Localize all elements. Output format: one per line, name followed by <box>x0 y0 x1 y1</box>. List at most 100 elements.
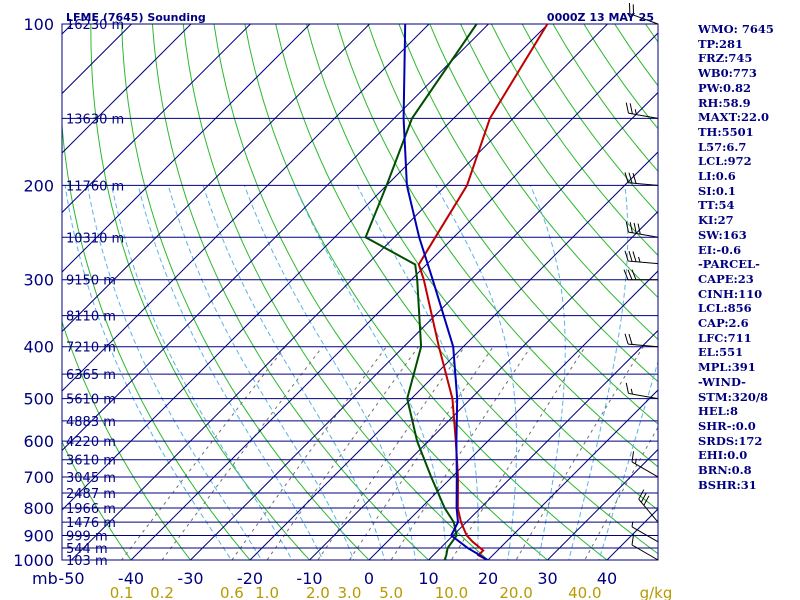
pressure-tick-label: 600 <box>23 432 54 451</box>
mixing-ratio-line <box>231 346 387 560</box>
index-line: SI:0.1 <box>698 183 736 198</box>
isotherm <box>427 329 658 560</box>
mixing-ratio-line <box>266 346 419 560</box>
isotherm <box>62 24 430 392</box>
temperature-tick-label: -30 <box>177 569 203 588</box>
index-line: STM:320/8 <box>698 389 769 404</box>
index-line: -PARCEL- <box>698 257 760 272</box>
temperature-tick-label: 0 <box>364 569 374 588</box>
index-line: TP:281 <box>698 36 744 51</box>
mixing-ratio-tick-label: 2.0 <box>306 584 330 600</box>
mixing-ratio-tick-label: 3.0 <box>338 584 362 600</box>
index-line: LI:0.6 <box>698 169 736 184</box>
height-label: 13630 m <box>66 112 124 127</box>
moist-adiabat <box>568 185 629 560</box>
index-line: -WIND- <box>698 374 746 389</box>
index-line: RH:58.9 <box>698 95 751 110</box>
index-line: LFC:711 <box>698 330 752 345</box>
wind-barb <box>624 172 659 186</box>
height-label: 7210 m <box>66 341 116 356</box>
index-line: CINH:110 <box>698 286 763 301</box>
isotherm <box>308 210 658 560</box>
wind-barb <box>625 382 659 400</box>
index-line: HEL:8 <box>698 404 738 419</box>
index-line: WMO: 7645 <box>698 22 774 36</box>
dry-adiabat <box>367 24 658 425</box>
dry-adiabat <box>398 24 658 383</box>
wind-barb <box>623 269 658 281</box>
index-line: PW:0.82 <box>698 80 752 95</box>
moist-adiabat <box>167 185 355 560</box>
mixing-ratio-tick-label: 0.1 <box>110 584 134 600</box>
temperature-tick-label: -10 <box>296 569 322 588</box>
chart-title: LFME (7645) Sounding <box>66 11 206 24</box>
index-line: EL:551 <box>698 345 744 360</box>
height-label: 1966 m <box>66 502 116 517</box>
pressure-tick-label: 200 <box>23 176 54 195</box>
wind-barb <box>624 333 659 348</box>
isotherm <box>62 24 370 333</box>
mixing-ratio-line <box>348 346 494 560</box>
index-line: TH:5501 <box>698 124 754 139</box>
moist-adiabat <box>243 185 417 560</box>
temperature-tick-label: 20 <box>478 569 498 588</box>
height-label: 10310 m <box>66 231 124 246</box>
mixing-ratio-line <box>390 346 532 560</box>
wind-barb <box>631 534 659 561</box>
height-label: 5610 m <box>66 393 116 408</box>
pressure-tick-label: 100 <box>23 15 54 34</box>
dry-adiabat <box>244 24 608 560</box>
index-line: SHR-:0.0 <box>698 418 756 433</box>
index-line: CAP:2.6 <box>698 316 749 331</box>
pressure-tick-label: 400 <box>23 338 54 357</box>
height-label: 11760 m <box>66 179 124 194</box>
mixing-ratio-tick-label: 20.0 <box>499 584 532 600</box>
isotherms <box>62 24 658 560</box>
dry-adiabat <box>490 24 658 257</box>
pressure-tick-label: 900 <box>23 526 54 545</box>
moist-adiabat <box>529 185 566 560</box>
index-line: EI:-0.6 <box>698 242 742 257</box>
pressure-tick-label: 300 <box>23 271 54 290</box>
temperature-tick-label: 10 <box>418 569 438 588</box>
moist-adiabat <box>87 185 263 560</box>
index-line: BSHR:31 <box>698 477 757 492</box>
isotherm <box>62 24 251 214</box>
index-line: TT:54 <box>698 198 735 213</box>
moist-adiabat <box>598 359 658 560</box>
mixing-ratio-tick-label: 40.0 <box>568 584 601 600</box>
dry-adiabat <box>306 24 658 511</box>
dry-adiabat <box>151 24 430 560</box>
dry-adiabats <box>62 24 658 560</box>
index-line: SW:163 <box>698 227 747 242</box>
dry-adiabat <box>429 24 658 341</box>
wind-barbs <box>623 2 659 561</box>
moist-adiabat <box>356 185 479 560</box>
height-label: 9150 m <box>66 274 116 289</box>
chart-datetime: 0000Z 13 MAY 25 <box>547 11 654 24</box>
mixing-ratio-unit: g/kg <box>640 584 673 600</box>
wind-barb <box>625 221 659 238</box>
dry-adiabat <box>213 24 549 560</box>
dry-adiabat <box>275 24 658 555</box>
height-label: 2487 m <box>66 487 116 502</box>
wind-barb <box>638 489 659 523</box>
moist-adiabat <box>111 185 293 560</box>
moist-adiabats <box>64 185 658 560</box>
pressure-tick-label: 500 <box>23 390 54 409</box>
dry-adiabat <box>62 440 132 560</box>
moist-adiabat <box>64 185 232 560</box>
wind-barb <box>631 521 659 543</box>
isotherm <box>130 32 658 560</box>
dry-adiabat <box>460 24 658 299</box>
index-line: FRZ:745 <box>698 51 753 66</box>
isotherm <box>368 270 658 560</box>
height-label: 16230 m <box>66 18 124 33</box>
height-label: 4220 m <box>66 435 116 450</box>
temperature-tick-label: 30 <box>537 569 557 588</box>
index-line: BRN:0.8 <box>698 463 752 478</box>
profiles <box>364 24 549 560</box>
index-line: EHI:0.0 <box>698 448 748 463</box>
isotherm <box>62 24 73 35</box>
